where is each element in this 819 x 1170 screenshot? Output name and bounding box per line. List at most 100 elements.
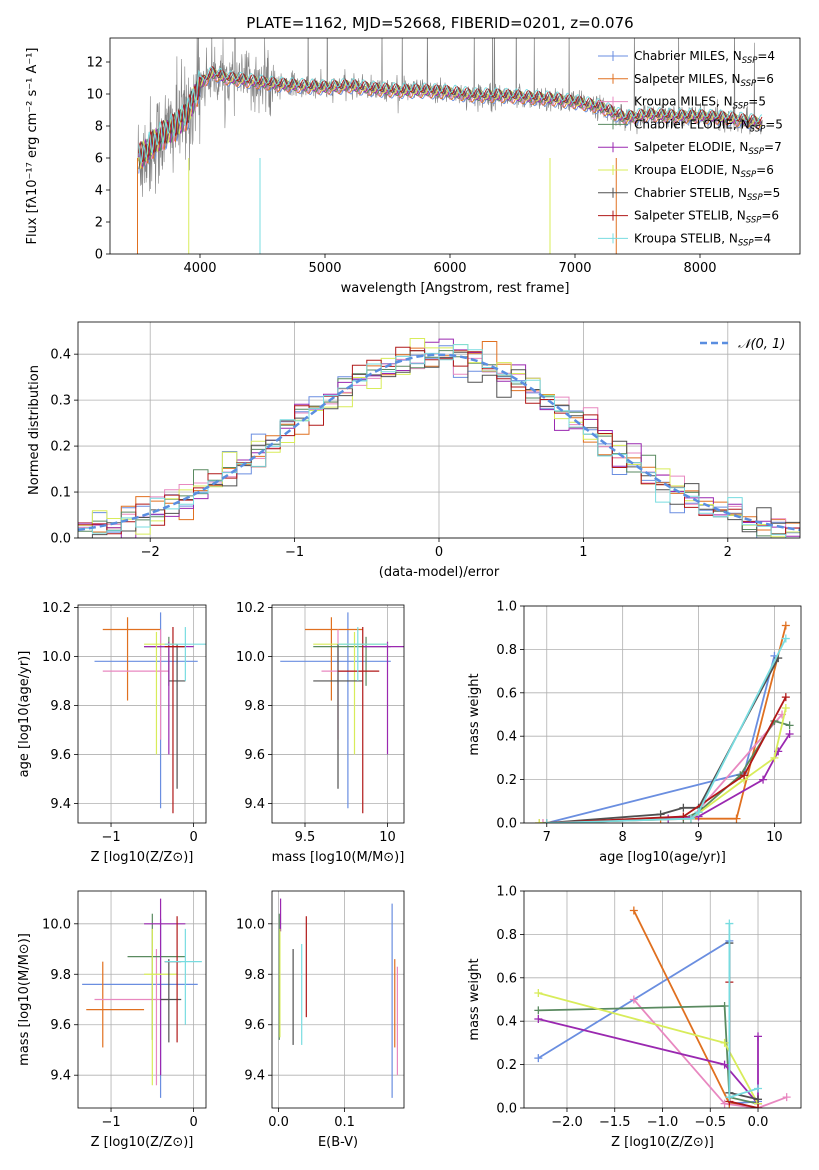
y-tick-label: 6 bbox=[95, 152, 103, 167]
x-tick-label: 6000 bbox=[433, 261, 466, 276]
y-tick-label: 0.6 bbox=[496, 686, 517, 701]
x-tick-label: 1 bbox=[579, 545, 587, 560]
y-tick-label: 9.4 bbox=[50, 1069, 71, 1084]
x-tick-label: −1 bbox=[101, 1115, 120, 1130]
y-tick-label: 4 bbox=[95, 184, 103, 199]
errorbar-salpeter-stelib bbox=[164, 916, 182, 1043]
y-tick-label: 0.2 bbox=[496, 773, 517, 788]
series-line bbox=[538, 1005, 759, 1105]
figure-title: PLATE=1162, MJD=52668, FIBERID=0201, z=0… bbox=[246, 14, 633, 32]
legend-label: Salpeter STELIB, NSSP=6 bbox=[634, 209, 779, 226]
data-point bbox=[740, 771, 749, 780]
plot-area bbox=[94, 612, 206, 814]
y-axis-label: mass [log10(M/M⊙)] bbox=[17, 933, 32, 1066]
series-line bbox=[728, 923, 759, 1099]
panel-weight-vs-Z: −2.0 −1.5 −1.0 −0.5 0.0 0.0 0.2 0.4 0.6 0.8 1.0 Z [… bbox=[467, 885, 802, 1150]
y-tick-label: 0 bbox=[95, 248, 103, 263]
y-tick-label: 0.4 bbox=[496, 1015, 517, 1030]
data-point bbox=[679, 803, 688, 812]
y-axis-label: Normed distribution bbox=[27, 365, 42, 495]
series-line bbox=[546, 638, 787, 823]
data-point bbox=[694, 808, 703, 817]
series-line bbox=[538, 1018, 759, 1107]
y-axis-label: mass weight bbox=[467, 673, 482, 755]
x-axis-label: Z [log10(Z/Z⊙)] bbox=[611, 1135, 714, 1150]
model-spectrum-chabrier-stelib bbox=[138, 67, 763, 170]
y-tick-label: 0.0 bbox=[496, 1102, 517, 1117]
y-tick-label: 10.0 bbox=[236, 650, 265, 665]
errorbar-kroupa-miles bbox=[321, 629, 363, 740]
x-axis-label: wavelength [Angstrom, rest frame] bbox=[341, 281, 570, 296]
series-line bbox=[632, 910, 759, 1108]
data-point bbox=[770, 753, 779, 762]
series-line bbox=[546, 655, 776, 823]
y-tick-label: 10.2 bbox=[236, 601, 265, 616]
x-tick-label: 8 bbox=[619, 830, 627, 845]
plot-area bbox=[82, 898, 202, 1098]
y-tick-label: 9.4 bbox=[244, 1069, 265, 1084]
axes-frame bbox=[77, 321, 801, 539]
data-point bbox=[754, 1095, 763, 1104]
x-tick-label: −1.5 bbox=[599, 1115, 631, 1130]
x-tick-label: 2 bbox=[724, 545, 732, 560]
data-point bbox=[759, 775, 768, 784]
x-tick-label: 0 bbox=[189, 1115, 197, 1130]
errorbar-chabrier-miles bbox=[82, 918, 198, 1098]
legend-label: Kroupa STELIB, NSSP=4 bbox=[634, 231, 771, 248]
y-tick-label: 0.8 bbox=[496, 643, 517, 658]
y-tick-label: 1.0 bbox=[496, 600, 517, 615]
legend-label: Chabrier ELODIE, NSSP=5 bbox=[634, 117, 783, 134]
errorbar-salpeter-stelib bbox=[164, 627, 186, 814]
legend-label: Kroupa ELODIE, NSSP=6 bbox=[634, 163, 774, 180]
y-tick-label: 10.2 bbox=[42, 601, 71, 616]
series-line bbox=[546, 696, 787, 823]
errorbar-salpeter-stelib bbox=[338, 627, 380, 814]
y-tick-label: 0.0 bbox=[496, 817, 517, 832]
data-point bbox=[732, 814, 741, 823]
data-point bbox=[725, 919, 734, 928]
data-point bbox=[686, 814, 695, 823]
panel-spectrum: 4000 5000 6000 7000 8000 0 2 4 6 8 10 12 wavelength … bbox=[25, 37, 801, 296]
y-tick-label: 10.0 bbox=[42, 917, 71, 932]
x-tick-label: 7 bbox=[543, 830, 551, 845]
x-axis-label: mass [log10(M/M⊙)] bbox=[272, 850, 405, 865]
series-salpeter-miles bbox=[629, 906, 763, 1108]
x-tick-label: −1 bbox=[101, 830, 120, 845]
panel-mass-vs-Z: −1 0 9.4 9.6 9.8 10.0 Z [log10(Z/Z⊙)] mass [log… bbox=[17, 890, 207, 1150]
y-tick-label: 9.8 bbox=[50, 699, 71, 714]
errorbar-chabrier-miles bbox=[94, 612, 198, 809]
y-axis-label: mass weight bbox=[467, 958, 482, 1040]
data-point bbox=[754, 1084, 763, 1093]
normal-curve bbox=[78, 353, 800, 532]
histogram-kroupa-elodie bbox=[78, 338, 800, 538]
y-tick-label: 10.0 bbox=[236, 917, 265, 932]
data-point bbox=[720, 1099, 729, 1108]
data-point bbox=[754, 1032, 763, 1041]
data-point bbox=[538, 819, 547, 823]
y-tick-label: 9.6 bbox=[50, 1018, 71, 1033]
data-point bbox=[535, 819, 544, 823]
axes-frame bbox=[523, 605, 802, 824]
panel-age-vs-mass: 9.5 10 9.4 9.6 9.8 10.0 10.2 mass [log10(M/M⊙)] bbox=[236, 601, 405, 865]
y-tick-label: 10 bbox=[86, 88, 103, 103]
y-tick-label: 12 bbox=[86, 56, 103, 71]
errorbar-kroupa-stelib bbox=[338, 627, 388, 681]
x-tick-label: 0 bbox=[435, 545, 443, 560]
legend: Chabrier MILES, NSSP=4 Salpeter MILES, NS… bbox=[598, 49, 783, 248]
errorbar-salpeter-elodie bbox=[362, 641, 404, 755]
y-axis-label: age [log10(age/yr)] bbox=[17, 651, 32, 778]
x-tick-label: 0.1 bbox=[334, 1115, 355, 1130]
series-kroupa-elodie bbox=[535, 703, 790, 823]
axes-frame bbox=[523, 890, 802, 1109]
y-tick-label: 0.0 bbox=[50, 532, 71, 547]
y-tick-label: 9.6 bbox=[50, 748, 71, 763]
series-line bbox=[633, 998, 788, 1108]
errorbar-salpeter-elodie bbox=[144, 898, 186, 1076]
errorbar-kroupa-stelib bbox=[164, 928, 202, 1025]
y-axis-label: Flux [fλ10⁻¹⁷ erg cm⁻² s⁻¹ A⁻¹] bbox=[25, 48, 40, 245]
data-point bbox=[781, 693, 790, 702]
data-point bbox=[534, 988, 543, 997]
errorbar-chabrier-stelib bbox=[168, 644, 186, 789]
series-salpeter-stelib bbox=[542, 693, 790, 823]
